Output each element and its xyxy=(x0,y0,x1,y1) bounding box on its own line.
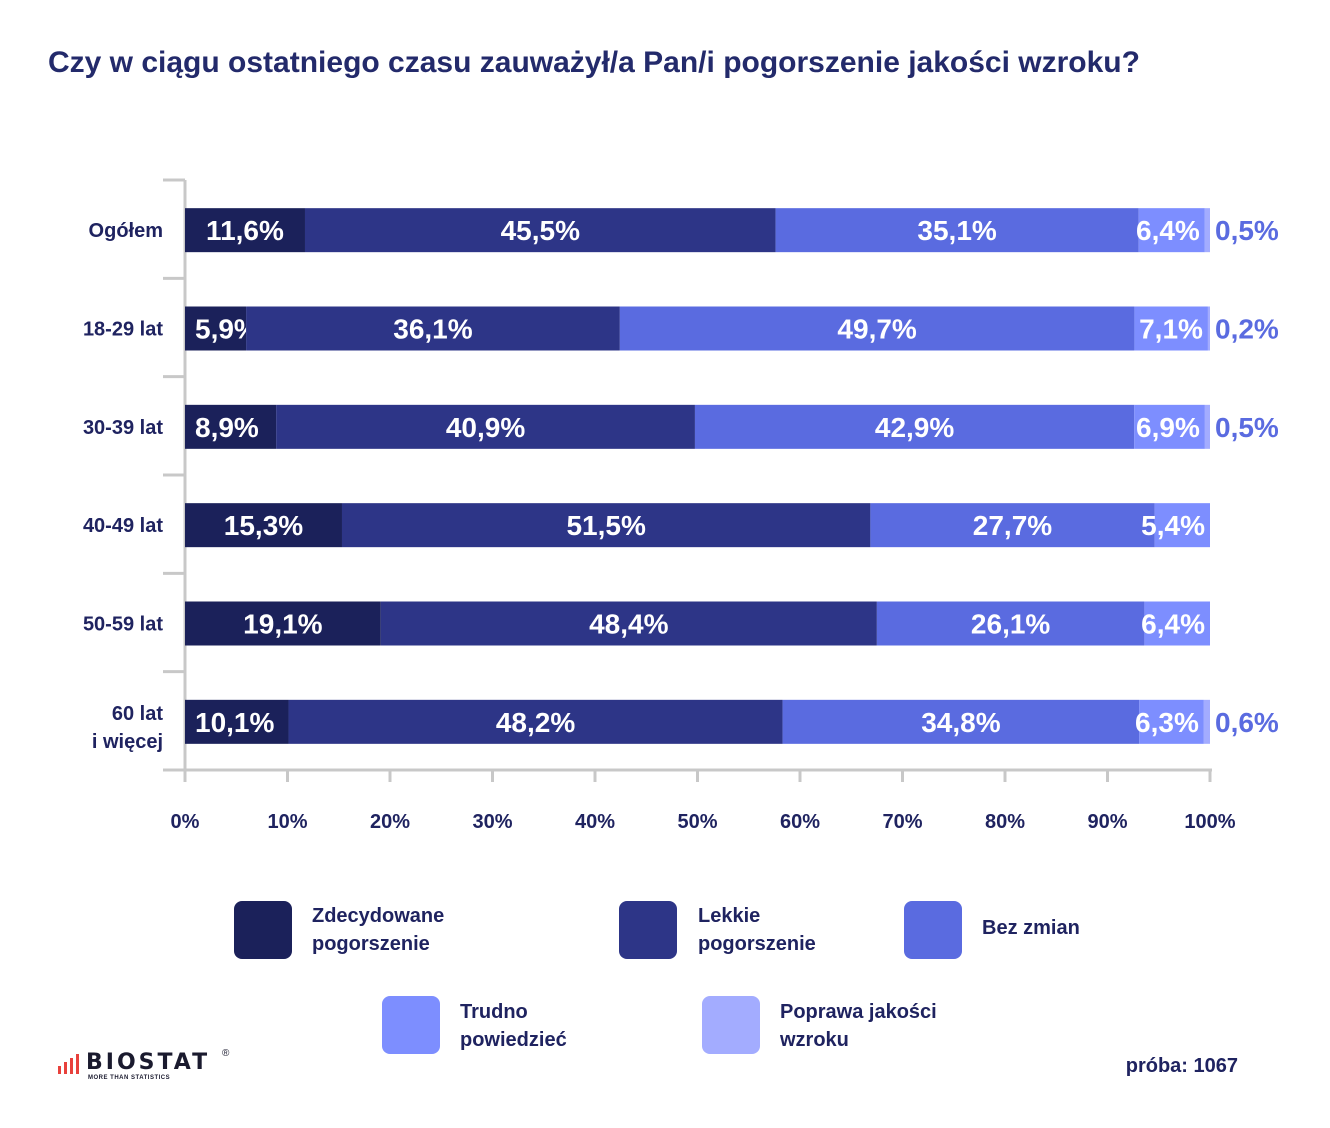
data-label: 42,9% xyxy=(875,412,954,443)
x-tick-label: 100% xyxy=(1184,811,1235,833)
data-label: 48,4% xyxy=(589,609,668,640)
bar-segment xyxy=(782,699,1140,744)
bar-segment xyxy=(185,404,277,449)
bar-segment xyxy=(1144,601,1210,646)
bar-segment xyxy=(185,208,305,253)
bar-segment xyxy=(276,404,695,449)
bar-segment xyxy=(1138,208,1205,253)
bar-segment xyxy=(694,404,1135,449)
data-label: 6,3% xyxy=(1135,707,1199,738)
data-label: 45,5% xyxy=(501,215,580,246)
bar-segment xyxy=(619,306,1135,351)
legend-swatch xyxy=(904,901,962,959)
data-label: 35,1% xyxy=(917,215,996,246)
bar-segment xyxy=(1204,208,1210,253)
bar-segment xyxy=(380,601,877,646)
bar-segment xyxy=(185,503,342,548)
data-label: 48,2% xyxy=(496,707,575,738)
legend-label: Lekkie pogorszenie xyxy=(698,905,816,955)
x-tick-label: 90% xyxy=(1087,811,1127,833)
category-label: Ogółem xyxy=(89,220,163,242)
bar-segment xyxy=(1207,306,1210,351)
bar-segment xyxy=(775,208,1139,253)
x-tick-label: 70% xyxy=(882,811,922,833)
logo-bars-icon xyxy=(58,1054,79,1074)
legend-label: Trudno powiedzieć xyxy=(460,1001,567,1051)
data-label-outside: 0,5% xyxy=(1215,412,1279,443)
bar-segment xyxy=(1134,306,1208,351)
data-label: 49,7% xyxy=(837,314,916,345)
data-label: 5,4% xyxy=(1141,510,1205,541)
logo-registered: ® xyxy=(222,1048,230,1059)
legend-swatch xyxy=(619,901,677,959)
logo-name: BIOSTAT xyxy=(86,1050,211,1075)
bar-segment xyxy=(1139,699,1204,744)
bar-segment xyxy=(288,699,783,744)
data-label: 15,3% xyxy=(224,510,303,541)
data-label: 8,9% xyxy=(195,412,259,443)
data-label: 6,9% xyxy=(1136,412,1200,443)
category-label: 50-59 lat xyxy=(83,614,163,636)
bar-segment xyxy=(1154,503,1210,548)
data-label: 7,1% xyxy=(1139,314,1203,345)
bar-segment xyxy=(1203,699,1210,744)
category-label: 60 lat xyxy=(112,703,163,725)
category-label: 18-29 lat xyxy=(83,319,163,341)
legend-label: Zdecydowane pogorszenie xyxy=(312,905,445,955)
data-label: 34,8% xyxy=(921,707,1000,738)
category-label: 40-49 lat xyxy=(83,515,163,537)
bar-segment xyxy=(185,306,247,351)
category-label: 30-39 lat xyxy=(83,417,163,439)
stacked-bar-chart: 0% 10% 20% 30% 40% 50% 60% 70% 80% 90% 100% Ogółem 1… xyxy=(83,178,1279,833)
data-label-outside: 0,5% xyxy=(1215,215,1279,246)
sample-size-note: próba: 1067 xyxy=(1125,1055,1238,1077)
bar-segment xyxy=(341,503,871,548)
data-label: 6,4% xyxy=(1141,609,1205,640)
data-label: 10,1% xyxy=(195,707,274,738)
data-label-outside: 0,2% xyxy=(1215,314,1279,345)
x-tick-label: 40% xyxy=(575,811,615,833)
data-label: 27,7% xyxy=(973,510,1052,541)
data-label: 6,4% xyxy=(1136,215,1200,246)
bar-segment xyxy=(246,306,620,351)
logo-tagline: MORE THAN STATISTICS xyxy=(88,1075,171,1081)
x-tick-label: 0% xyxy=(171,811,200,833)
legend-swatch xyxy=(234,901,292,959)
legend-label: Bez zmian xyxy=(982,917,1080,939)
x-tick-label: 80% xyxy=(985,811,1025,833)
category-label: i więcej xyxy=(92,731,163,753)
x-tick-label: 30% xyxy=(472,811,512,833)
x-tick-label: 10% xyxy=(267,811,307,833)
bar-segment xyxy=(185,699,289,744)
data-label: 40,9% xyxy=(446,412,525,443)
legend-swatch xyxy=(702,996,760,1054)
bar-segment xyxy=(1134,404,1205,449)
x-tick-label: 50% xyxy=(677,811,717,833)
biostat-logo: BIOSTAT MORE THAN STATISTICS ® xyxy=(58,1048,258,1088)
data-label: 26,1% xyxy=(971,609,1050,640)
legend-label: Poprawa jakości wzroku xyxy=(780,1001,937,1051)
x-tick-label: 60% xyxy=(780,811,820,833)
data-label: 36,1% xyxy=(393,314,472,345)
bar-segment xyxy=(1204,404,1210,449)
data-label: 19,1% xyxy=(243,609,322,640)
x-tick-label: 20% xyxy=(370,811,410,833)
data-label: 51,5% xyxy=(566,510,645,541)
bar-segment xyxy=(876,601,1145,646)
data-label-outside: 0,6% xyxy=(1215,707,1279,738)
legend-swatch xyxy=(382,996,440,1054)
bar-segment xyxy=(185,601,381,646)
data-label: 11,6% xyxy=(206,215,284,246)
bar-segment xyxy=(304,208,776,253)
bar-segment xyxy=(870,503,1155,548)
chart-title: Czy w ciągu ostatniego czasu zauważył/a … xyxy=(48,46,1140,79)
